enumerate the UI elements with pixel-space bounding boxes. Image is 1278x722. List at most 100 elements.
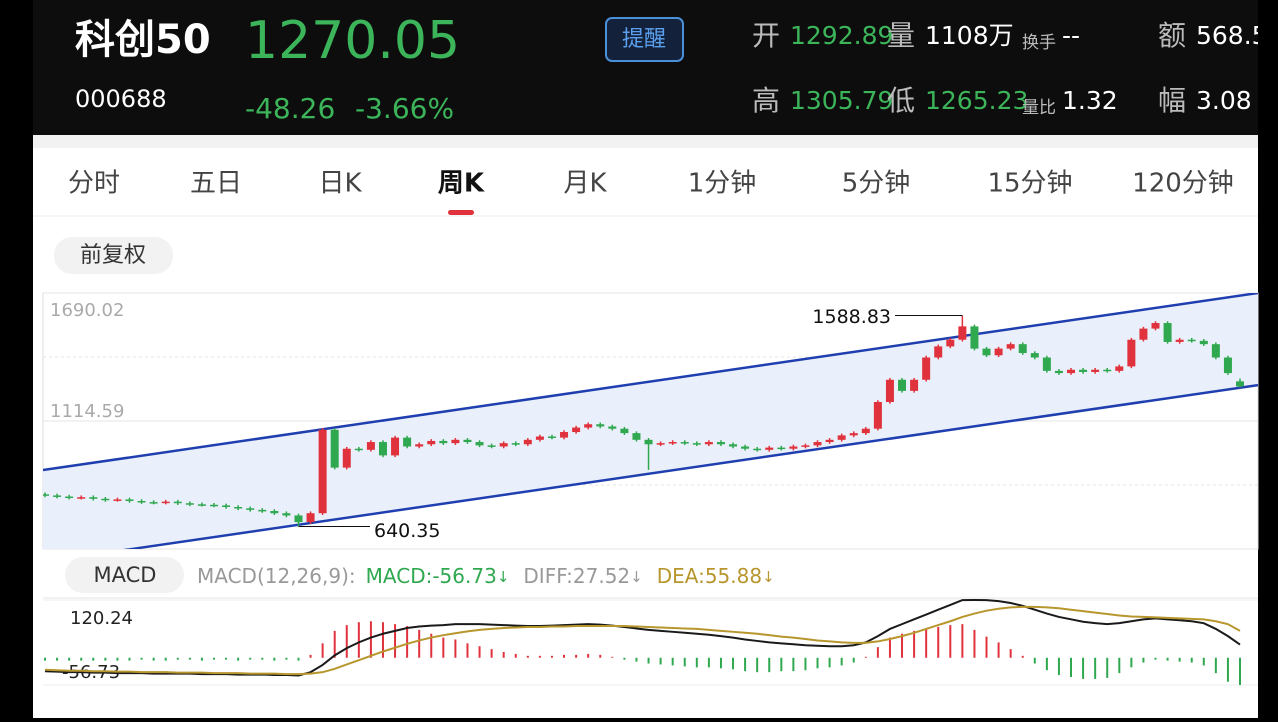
candle-body xyxy=(813,442,822,446)
stat-value: 1292.89 xyxy=(790,21,893,50)
tab[interactable]: 周K xyxy=(438,169,485,199)
tab[interactable]: 月K xyxy=(563,169,607,199)
macd-legend: MACD(12,26,9): MACD:-56.73↓ DIFF:27.52↓ DEA… xyxy=(197,564,775,588)
alert-button[interactable] xyxy=(605,17,684,62)
candle-body xyxy=(89,497,98,499)
candle-body xyxy=(1163,323,1172,342)
legend-entry: DIFF:27.52 xyxy=(523,564,630,588)
candle-body xyxy=(1236,381,1244,387)
candle-body xyxy=(294,515,303,523)
stat-value: 3.08 xyxy=(1196,86,1252,115)
candle-body xyxy=(801,445,810,447)
y-tick-label: 1114.59 xyxy=(50,401,124,422)
candle-body xyxy=(475,442,484,446)
candle-body xyxy=(934,346,943,358)
candle-body xyxy=(415,444,424,447)
title: 科创50 xyxy=(75,17,211,63)
annotation: 640.35 xyxy=(374,520,440,542)
legend-entry: DEA:55.88 xyxy=(657,564,762,588)
y-tick-label: 1690.02 xyxy=(50,300,124,321)
candle-body xyxy=(970,326,979,349)
candle-body xyxy=(1079,369,1088,372)
candle-body xyxy=(825,439,834,443)
candle-body xyxy=(318,429,327,514)
candle-body xyxy=(1006,344,1015,349)
channel-fill xyxy=(43,293,1258,549)
stat-label: 开 xyxy=(752,19,780,52)
candle-body xyxy=(354,448,363,451)
candle-body xyxy=(596,424,605,427)
macd-button[interactable] xyxy=(65,557,184,593)
candles xyxy=(43,293,1258,549)
candle-body xyxy=(125,499,134,501)
candle-body xyxy=(366,442,375,450)
channel-line xyxy=(123,383,1258,549)
candle-body xyxy=(608,426,617,429)
stat-value: -- xyxy=(1062,21,1080,50)
candle-body xyxy=(994,348,1003,356)
candle-body xyxy=(535,436,544,440)
candle-body xyxy=(729,444,738,447)
channel-line xyxy=(43,293,1258,472)
candle-body xyxy=(403,437,412,447)
tab[interactable]: 120分钟 xyxy=(1132,169,1234,199)
dea-line xyxy=(44,605,1241,676)
legend-entry: MACD:-56.73 xyxy=(366,564,497,588)
legend-arrow: ↓ xyxy=(497,568,510,586)
stat-label: 换手 xyxy=(1022,33,1056,53)
stat-value: 1.32 xyxy=(1062,86,1118,115)
macd-button-text[interactable]: MACD xyxy=(94,563,157,587)
tab[interactable]: 日K xyxy=(318,169,362,199)
candle-body xyxy=(391,437,400,456)
candle-body xyxy=(584,424,593,428)
stat-value: 1265.23 xyxy=(925,86,1028,115)
alert-text[interactable]: 提醒 xyxy=(622,27,666,52)
candle-body xyxy=(1067,369,1076,374)
candle-body xyxy=(547,436,556,438)
adjust-button[interactable] xyxy=(54,237,173,274)
candle-body xyxy=(1103,369,1112,372)
y-tick-label: 120.24 xyxy=(70,608,133,629)
stat-value: 1108万 xyxy=(925,21,1014,50)
candle-body xyxy=(1211,344,1220,358)
candle-body xyxy=(246,508,255,510)
annotation: 1588.83 xyxy=(812,306,891,328)
adjust-text[interactable]: 前复权 xyxy=(80,243,146,268)
tab[interactable]: 15分钟 xyxy=(987,169,1072,199)
candle-body xyxy=(1223,357,1232,374)
candle-body xyxy=(620,428,629,434)
candle-body xyxy=(342,448,351,468)
stat-label: 幅 xyxy=(1158,84,1186,117)
tab[interactable]: 分时 xyxy=(68,169,120,199)
legend-arrow: ↓ xyxy=(762,568,775,586)
candle-body xyxy=(632,433,641,440)
header: 科创50 000688 1270.05 -48.26 -3.66% 提醒 开 12… xyxy=(75,11,1258,125)
tab-indicator xyxy=(448,210,474,215)
candle-body xyxy=(849,433,858,436)
candle-body xyxy=(741,446,750,449)
candle-body xyxy=(1175,339,1184,342)
candle-body xyxy=(1018,344,1027,354)
legend-arrow: ↓ xyxy=(630,568,643,586)
candle-body xyxy=(946,339,955,347)
macd-params: MACD(12,26,9): xyxy=(197,564,356,588)
candle-body xyxy=(777,447,786,450)
candle-body xyxy=(101,498,110,501)
tab[interactable]: 5分钟 xyxy=(842,169,911,199)
candle-body xyxy=(861,428,870,434)
tab[interactable]: 五日 xyxy=(190,169,242,199)
candle-body xyxy=(451,439,460,444)
candle-body xyxy=(282,513,291,516)
candle-body xyxy=(958,326,967,340)
tab[interactable]: 1分钟 xyxy=(688,169,757,199)
stat-label: 低 xyxy=(887,84,915,117)
candle-body xyxy=(197,504,206,506)
candle-body xyxy=(65,496,74,499)
candle-body xyxy=(1127,339,1136,367)
candle-body xyxy=(222,505,231,507)
stat-label: 高 xyxy=(752,84,780,117)
diff-line xyxy=(44,598,1241,677)
candle-body xyxy=(378,442,387,456)
candle-body xyxy=(560,432,569,438)
